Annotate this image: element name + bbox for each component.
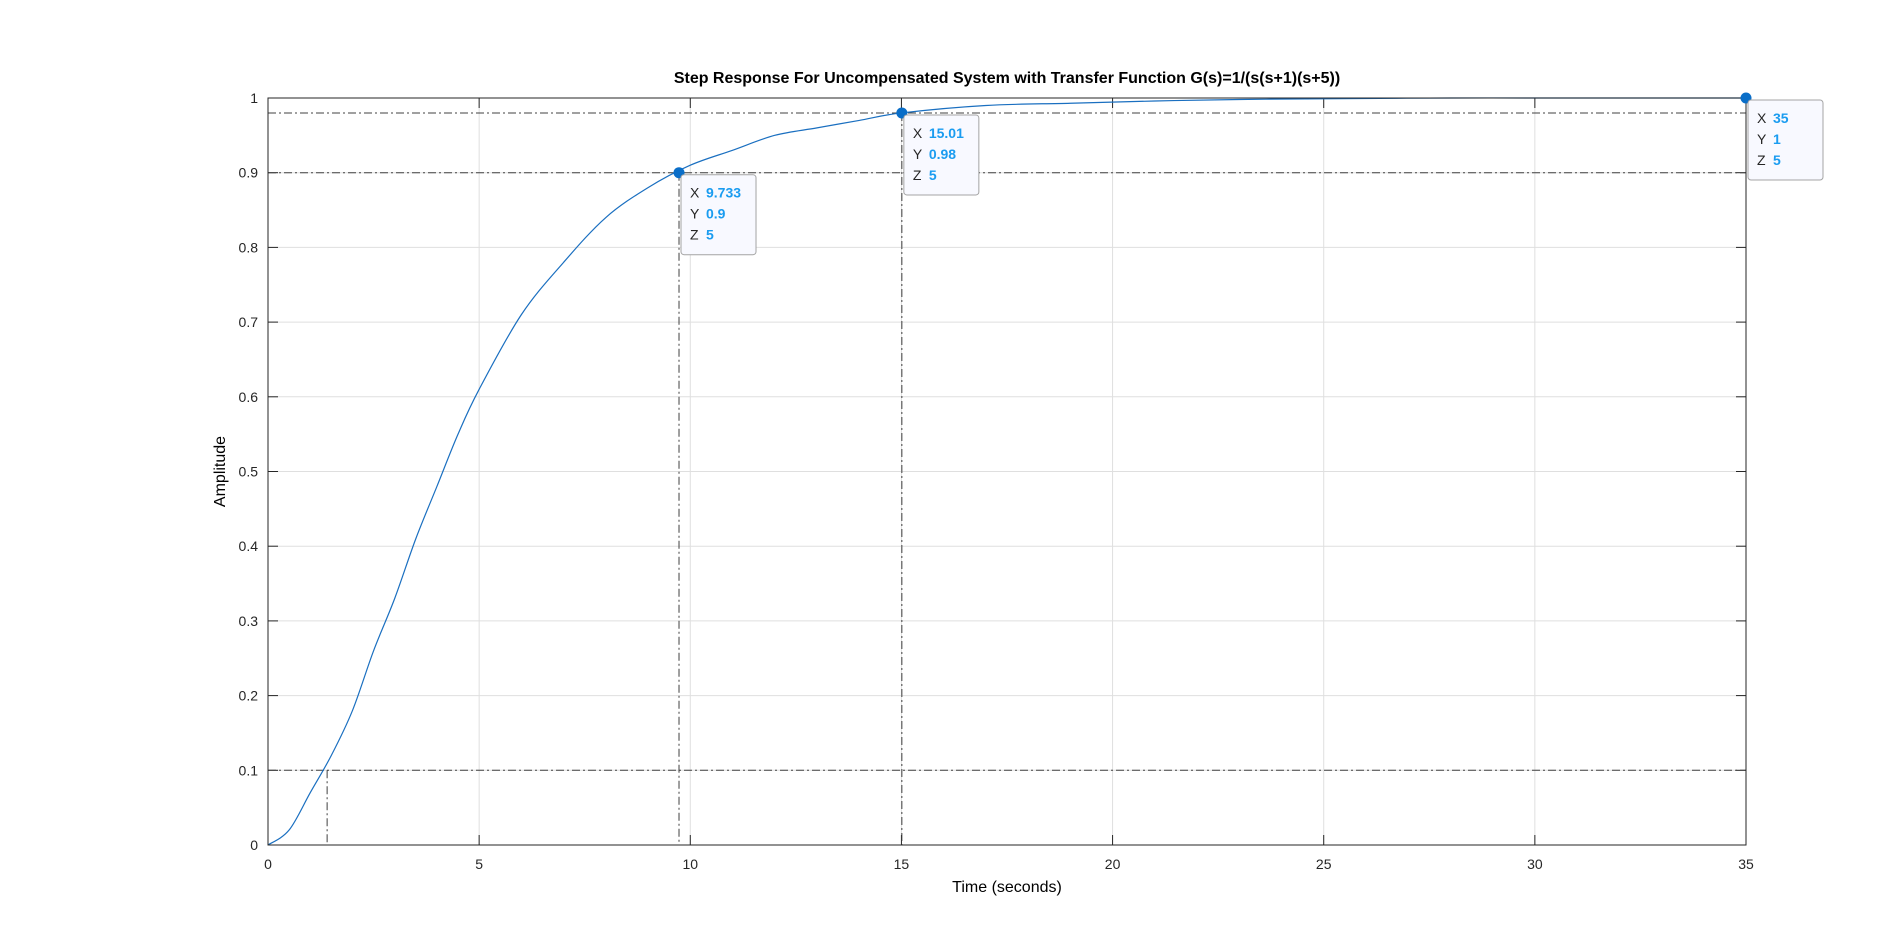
datatip-x-key: X (913, 125, 923, 141)
x-tick-label: 25 (1316, 856, 1332, 872)
x-tick-label: 15 (894, 856, 910, 872)
datatip-y-value: 1 (1773, 131, 1781, 147)
datatip: X 9.733 Y 0.9 Z 5 (680, 174, 757, 256)
datatip-x-value: 35 (1773, 110, 1789, 126)
datatip-x-value: 15.01 (929, 125, 964, 141)
datatip-z-value: 5 (706, 227, 714, 243)
y-tick-label: 0.7 (239, 314, 259, 330)
datatip-z-value: 5 (1773, 152, 1781, 168)
y-tick-label: 0.6 (239, 389, 259, 405)
datatip-y-value: 0.98 (929, 146, 956, 162)
y-tick-label: 0.5 (239, 464, 259, 480)
datatip-x-key: X (1757, 110, 1767, 126)
datatip-y-key: Y (1757, 131, 1767, 147)
datatip: X 35 Y 1Z 5 (1747, 99, 1824, 181)
datatip-y-key: Y (690, 206, 700, 222)
datatip-x-value: 9.733 (706, 185, 741, 201)
x-axis-label: Time (seconds) (952, 879, 1062, 896)
x-tick-label: 35 (1738, 856, 1754, 872)
y-tick-labels: 0 0.1 0.2 0.3 0.4 0.5 0.6 0.7 0.8 0.9 1 (239, 90, 259, 853)
reference-lines (268, 112, 1746, 845)
datatip-y-key: Y (913, 146, 923, 162)
x-tick-label: 10 (682, 856, 698, 872)
datatip-z-value: 5 (929, 167, 937, 183)
y-tick-label: 0.3 (239, 613, 259, 629)
x-tick-label: 20 (1105, 856, 1121, 872)
x-tick-label: 30 (1527, 856, 1543, 872)
datatip-z-key: Z (1757, 152, 1766, 168)
step-response-line[interactable] (267, 97, 1746, 846)
y-tick-label: 0.8 (239, 239, 259, 255)
y-tick-label: 0.1 (239, 762, 259, 778)
datatip-box (1747, 99, 1824, 181)
datatip-z-key: Z (690, 227, 699, 243)
y-axis-label: Amplitude (212, 436, 229, 507)
datatip-box (903, 114, 980, 196)
axes-border (267, 97, 1747, 846)
datatip-y-value: 0.9 (706, 206, 726, 222)
datatip-z-key: Z (913, 167, 922, 183)
y-tick-label: 0 (250, 837, 258, 853)
y-tick-label: 1 (250, 90, 258, 106)
datatip: X 15.01 Y 0.98 Z 5 (903, 114, 980, 196)
x-tick-label: 5 (475, 856, 483, 872)
datatip-x-key: X (690, 185, 700, 201)
y-tick-label: 0.4 (239, 538, 259, 554)
x-tick-label: 0 (264, 856, 272, 872)
datatip-box (680, 174, 757, 256)
y-tick-label: 0.2 (239, 688, 259, 704)
chart-title: Step Response For Uncompensated System w… (674, 70, 1340, 87)
x-tick-labels: 0 5 10 15 20 25 30 35 (264, 856, 1754, 872)
y-tick-label: 0.9 (239, 165, 259, 181)
